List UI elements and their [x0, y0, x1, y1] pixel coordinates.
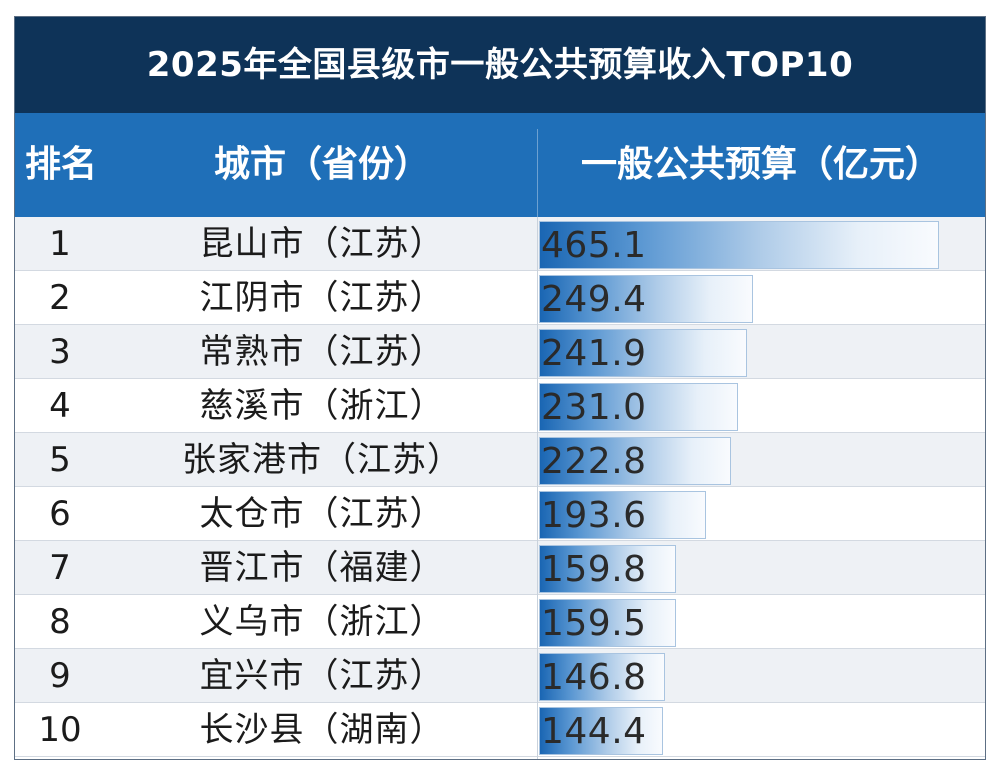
rank-cell: 5: [49, 440, 71, 480]
city-cell: 太仓市（江苏）: [199, 494, 445, 534]
budget-value-label: 249.4: [541, 279, 647, 320]
row-separator: [15, 378, 985, 379]
rank-cell: 8: [49, 602, 71, 642]
budget-bar: [539, 383, 738, 431]
city-cell: 晋江市（福建）: [199, 548, 445, 588]
table-row: 6 太仓市（江苏） 193.6: [15, 487, 985, 541]
table-row: 9 宜兴市（江苏） 146.8: [15, 649, 985, 703]
budget-table-chart: 2025年全国县级市一般公共预算收入TOP10 排名 城市（省份） 一般公共预算…: [14, 16, 986, 760]
table-row: 1 昆山市（江苏） 465.1: [15, 217, 985, 271]
city-cell: 长沙县（湖南）: [199, 710, 445, 750]
budget-bar: [539, 221, 939, 269]
rank-cell: 9: [49, 656, 71, 696]
budget-value-label: 222.8: [541, 441, 647, 482]
budget-bar: [539, 707, 663, 755]
header-budget: 一般公共预算（亿元）: [580, 144, 941, 185]
rank-cell: 1: [49, 224, 71, 264]
city-cell: 宜兴市（江苏）: [199, 656, 445, 696]
row-separator: [15, 324, 985, 325]
city-cell: 慈溪市（浙江）: [199, 386, 445, 426]
budget-value-label: 193.6: [541, 495, 647, 536]
row-separator: [15, 594, 985, 595]
city-cell: 昆山市（江苏）: [199, 224, 445, 264]
budget-bar: [539, 545, 676, 593]
city-cell: 江阴市（江苏）: [199, 278, 445, 318]
row-separator: [15, 540, 985, 541]
row-separator: [15, 702, 985, 703]
budget-value-label: 159.5: [541, 603, 647, 644]
budget-bar: [539, 437, 731, 485]
budget-bar: [539, 275, 753, 323]
table-row: 2 江阴市（江苏） 249.4: [15, 271, 985, 325]
budget-bar: [539, 491, 706, 539]
rank-cell: 7: [49, 548, 71, 588]
rank-cell: 6: [49, 494, 71, 534]
table-row: 5 张家港市（江苏） 222.8: [15, 433, 985, 487]
table-body: 1 昆山市（江苏） 465.1 2 江阴市（江苏） 249.4 3 常熟市（江苏） 241.9 4…: [15, 217, 985, 759]
city-cell: 张家港市（江苏）: [182, 440, 462, 480]
row-separator: [15, 756, 985, 757]
header-divider: [537, 129, 538, 217]
budget-value-label: 231.0: [541, 387, 647, 428]
chart-title: 2025年全国县级市一般公共预算收入TOP10: [146, 45, 854, 85]
column-divider: [537, 217, 538, 759]
city-cell: 义乌市（浙江）: [199, 602, 445, 642]
budget-value-label: 159.8: [541, 549, 647, 590]
city-cell: 常熟市（江苏）: [199, 332, 445, 372]
header-city: 城市（省份）: [213, 144, 430, 185]
rank-cell: 2: [49, 278, 71, 318]
table-row: 10 长沙县（湖南） 144.4: [15, 703, 985, 757]
row-separator: [15, 432, 985, 433]
rank-cell: 4: [49, 386, 71, 426]
table-row: 7 晋江市（福建） 159.8: [15, 541, 985, 595]
rank-cell: 10: [38, 710, 82, 750]
header-bar: [15, 113, 985, 217]
header-rank: 排名: [24, 144, 97, 185]
table-row: 4 慈溪市（浙江） 231.0: [15, 379, 985, 433]
table-row: 3 常熟市（江苏） 241.9: [15, 325, 985, 379]
row-separator: [15, 486, 985, 487]
budget-value-label: 146.8: [541, 657, 647, 698]
budget-bar: [539, 599, 676, 647]
title-bar: [15, 17, 985, 113]
budget-value-label: 465.1: [541, 225, 647, 266]
table-row: 8 义乌市（浙江） 159.5: [15, 595, 985, 649]
budget-value-label: 144.4: [541, 711, 647, 752]
budget-bar: [539, 329, 747, 377]
budget-value-label: 241.9: [541, 333, 647, 374]
rank-cell: 3: [49, 332, 71, 372]
row-separator: [15, 648, 985, 649]
row-separator: [15, 270, 985, 271]
budget-bar: [539, 653, 665, 701]
